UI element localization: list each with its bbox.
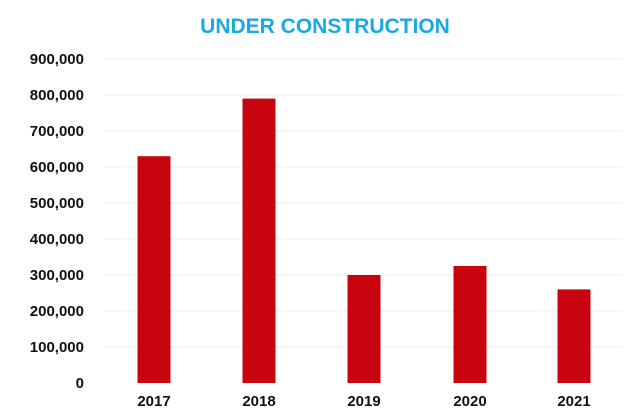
x-tick-label: 2018 xyxy=(242,393,275,410)
bar-2017 xyxy=(137,156,171,383)
y-tick-label: 400,000 xyxy=(30,231,84,248)
x-tick-label: 2021 xyxy=(557,393,590,410)
x-tick-label: 2017 xyxy=(137,393,170,410)
y-tick-label: 700,000 xyxy=(30,123,84,140)
bars xyxy=(137,98,591,383)
bar-2021 xyxy=(557,289,591,383)
bar-2020 xyxy=(453,266,487,383)
chart-title: UNDER CONSTRUCTION xyxy=(200,15,450,38)
y-tick-label: 300,000 xyxy=(30,267,84,284)
y-tick-label: 100,000 xyxy=(30,339,84,356)
y-tick-label: 200,000 xyxy=(30,303,84,320)
y-tick-label: 500,000 xyxy=(30,195,84,212)
gridlines xyxy=(104,58,622,348)
x-axis-ticks: 2017 2018 2019 2020 2021 xyxy=(137,393,590,410)
bar-2018 xyxy=(242,98,276,383)
y-tick-label: 900,000 xyxy=(30,51,84,68)
y-axis-ticks: 0 100,000 200,000 300,000 400,000 500,000 600,… xyxy=(30,51,84,392)
y-tick-label: 600,000 xyxy=(30,159,84,176)
x-tick-label: 2020 xyxy=(453,393,486,410)
bar-2019 xyxy=(347,275,381,383)
x-tick-label: 2019 xyxy=(347,393,380,410)
y-tick-label: 800,000 xyxy=(30,87,84,104)
y-tick-label: 0 xyxy=(76,375,84,392)
